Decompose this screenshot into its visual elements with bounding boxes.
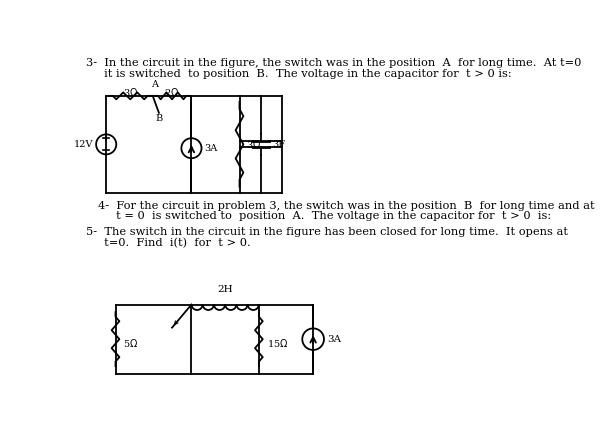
Text: 3A: 3A [327,335,341,344]
Text: 3-  In the circuit in the figure, the switch was in the position  A  for long ti: 3- In the circuit in the figure, the swi… [86,58,581,68]
Text: 15$\Omega$: 15$\Omega$ [266,337,288,349]
Text: 3$\Omega$: 3$\Omega$ [123,86,138,98]
Text: 2H: 2H [217,285,233,294]
Text: 2$\Omega$: 2$\Omega$ [165,86,180,98]
Text: 5-  The switch in the circuit in the figure has been closed for long time.  It o: 5- The switch in the circuit in the figu… [86,227,568,237]
Text: t = 0  is switched to  position  A.  The voltage in the capacitor for  t > 0  is: t = 0 is switched to position A. The vol… [98,211,551,221]
Text: 4-  For the circuit in problem 3, the switch was in the position  B  for long ti: 4- For the circuit in problem 3, the swi… [98,200,595,210]
Text: 3F: 3F [273,140,286,149]
Text: 12V: 12V [74,140,94,149]
Text: A: A [151,80,158,89]
Text: 3$\Omega$: 3$\Omega$ [246,139,261,150]
Text: it is switched  to position  B.  The voltage in the capacitor for  t > 0 is:: it is switched to position B. The voltag… [86,69,511,79]
Text: 5$\Omega$: 5$\Omega$ [123,337,138,349]
Text: 3A: 3A [204,144,217,153]
Text: B: B [155,114,162,123]
Text: t=0.  Find  i(t)  for  t > 0.: t=0. Find i(t) for t > 0. [86,238,251,248]
